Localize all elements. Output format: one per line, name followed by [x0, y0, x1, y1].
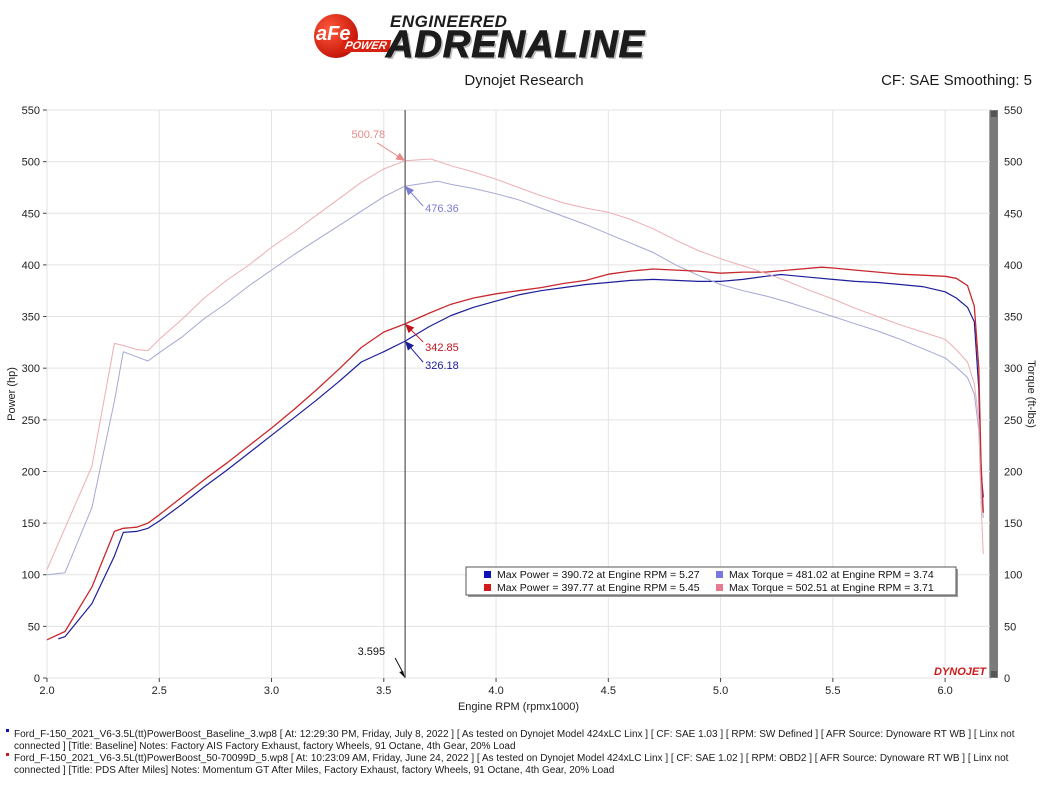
- scrollbar-up-arrow: [991, 111, 997, 117]
- logo-tagline-line2: ADRENALINE: [385, 24, 646, 67]
- y-tick-label-left: 50: [28, 621, 40, 633]
- y-tick-label-right: 500: [1004, 157, 1022, 169]
- legend-entry: Max Torque = 502.51 at Engine RPM = 3.71: [729, 582, 934, 594]
- y-axis-title-left: Power (hp): [6, 367, 18, 421]
- y-tick-label-left: 0: [34, 673, 40, 685]
- run-color-marker: [6, 729, 9, 732]
- legend-box: [465, 566, 957, 596]
- x-tick-label: 5.0: [713, 685, 728, 697]
- logo-tagline-line1: ENGINEERED: [390, 12, 508, 31]
- x-tick-label: 2.0: [39, 685, 54, 697]
- logo-brand-text: aFe: [316, 23, 351, 45]
- scrollbar-down-arrow: [991, 671, 997, 677]
- annotation-arrowhead: [405, 186, 415, 196]
- y-tick-label-left: 550: [22, 105, 40, 117]
- annotation-arrowhead: [395, 152, 406, 161]
- run-note-text: Ford_F-150_2021_V6-3.5L(tt)PowerBoost_50…: [14, 753, 1009, 776]
- brand-logo: aFe POWER ENGINEERED ADRENALINE: [308, 8, 738, 68]
- y-tick-label-left: 500: [22, 157, 40, 169]
- dyno-chart: 0 0 50 50 100 100 150 150 200 200 250 250 300 300 350 3…: [6, 105, 1037, 713]
- y-tick-label-right: 0: [1004, 673, 1010, 685]
- y-tick-label-left: 300: [22, 363, 40, 375]
- legend-entry: Max Torque = 481.02 at Engine RPM = 3.74: [729, 569, 934, 581]
- series-line-2: [46, 180, 984, 576]
- y-tick-label-right: 100: [1004, 570, 1022, 582]
- y-tick-label-left: 350: [22, 312, 40, 324]
- cursor-pointer-line: [394, 657, 404, 674]
- annotation-value-label: 326.18: [425, 360, 459, 372]
- y-tick-label-right: 450: [1004, 208, 1022, 220]
- y-tick-label-right: 250: [1004, 415, 1022, 427]
- annotation-arrowhead: [405, 323, 415, 334]
- x-tick-label: 5.5: [825, 685, 840, 697]
- legend-swatch: [484, 571, 491, 578]
- y-tick-label-left: 200: [22, 466, 40, 478]
- chart-title: Dynojet Research: [464, 72, 584, 89]
- annotation-value-label: 500.78: [351, 129, 385, 141]
- x-tick-label: 4.0: [488, 685, 503, 697]
- y-axis-title-right: Torque (ft-lbs): [1025, 360, 1037, 428]
- annotation-value-label: 342.85: [425, 342, 459, 354]
- legend-entry: Max Power = 390.72 at Engine RPM = 5.27: [497, 569, 700, 581]
- annotation-arrowhead: [405, 341, 415, 351]
- correction-info: CF: SAE Smoothing: 5: [881, 72, 1032, 89]
- x-tick-label: 3.5: [376, 685, 391, 697]
- y-tick-label-left: 150: [22, 518, 40, 530]
- y-tick-label-right: 550: [1004, 105, 1022, 117]
- y-tick-label-right: 300: [1004, 363, 1022, 375]
- run-note-text: Ford_F-150_2021_V6-3.5L(tt)PowerBoost_Ba…: [14, 729, 1015, 752]
- dynojet-watermark: DYNOJET: [934, 666, 987, 678]
- series-line-4: [46, 158, 984, 570]
- right-scrollbar-track: [990, 110, 998, 678]
- legend-swatch: [484, 584, 491, 591]
- y-tick-label-left: 100: [22, 570, 40, 582]
- y-tick-label-left: 450: [22, 208, 40, 220]
- series-line-1: [58, 273, 984, 640]
- x-tick-label: 4.5: [601, 685, 616, 697]
- y-tick-label-right: 50: [1004, 621, 1016, 633]
- y-tick-label-right: 400: [1004, 260, 1022, 272]
- series-line-3: [46, 266, 984, 641]
- y-tick-label-left: 400: [22, 260, 40, 272]
- logo-power-text: POWER: [340, 40, 391, 52]
- run-note-baseline: Ford_F-150_2021_V6-3.5L(tt)PowerBoost_Ba…: [6, 729, 1040, 753]
- x-tick-label: 6.0: [937, 685, 952, 697]
- cursor-rpm-label: 3.595: [358, 646, 386, 658]
- run-notes: Ford_F-150_2021_V6-3.5L(tt)PowerBoost_Ba…: [6, 729, 1040, 777]
- y-tick-label-left: 250: [22, 415, 40, 427]
- y-tick-label-right: 150: [1004, 518, 1022, 530]
- x-tick-label: 3.0: [264, 685, 279, 697]
- legend-entry: Max Power = 397.77 at Engine RPM = 5.45: [497, 582, 700, 594]
- legend-swatch: [716, 571, 723, 578]
- x-tick-label: 2.5: [152, 685, 167, 697]
- y-tick-label-right: 200: [1004, 466, 1022, 478]
- run-color-marker: [6, 753, 9, 756]
- annotation-value-label: 476.36: [425, 203, 459, 215]
- cursor-pointer-arrow: [399, 671, 406, 678]
- x-axis-title: Engine RPM (rpmx1000): [458, 701, 579, 713]
- run-note-after: Ford_F-150_2021_V6-3.5L(tt)PowerBoost_50…: [6, 753, 1040, 777]
- legend-swatch: [716, 584, 723, 591]
- y-tick-label-right: 350: [1004, 312, 1022, 324]
